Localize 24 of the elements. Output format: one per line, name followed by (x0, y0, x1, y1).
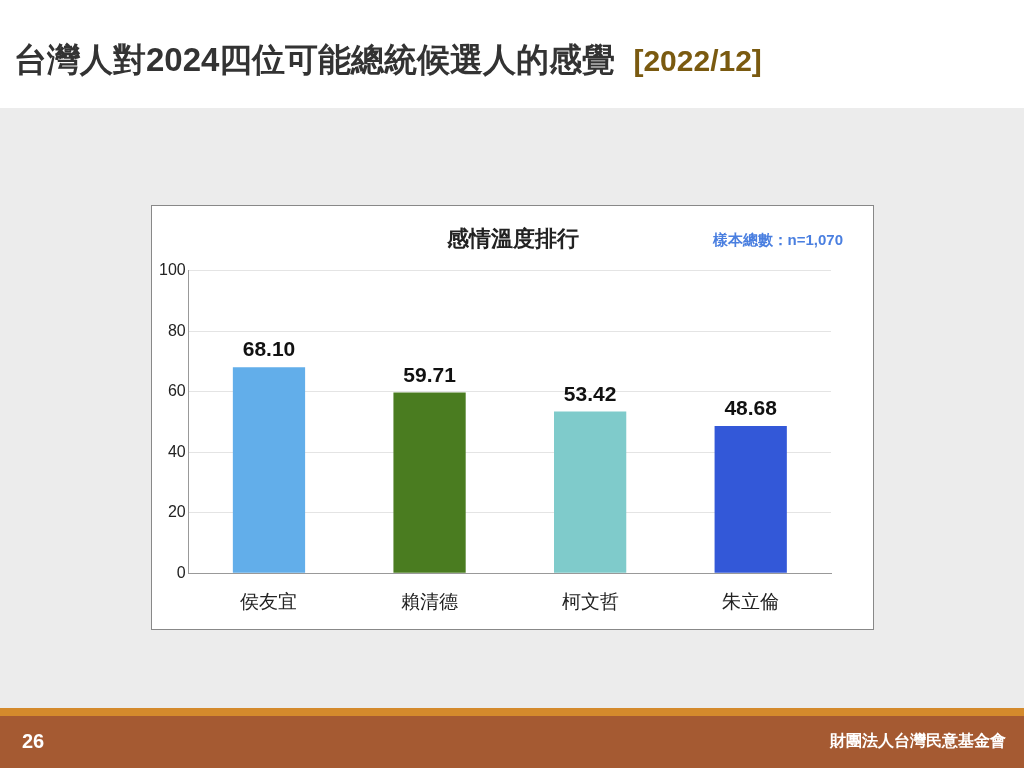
text: 樣本總數：n=1,070 (712, 231, 843, 250)
text: 26 (22, 730, 45, 753)
x-tick-label: 朱立倫 (722, 590, 780, 612)
y-tick-label: 60 (167, 382, 186, 400)
chart-title: 台灣人對2024四位可能總統候選人的感覺 (14, 41, 616, 78)
chart-subtitle: [2022/12] (633, 44, 762, 77)
data-label: 48.68 (724, 396, 778, 420)
y-tick-label: 0 (176, 563, 186, 581)
y-tick-label: 20 (167, 503, 186, 521)
y-tick-label: 100 (158, 261, 186, 279)
x-tick-label: 賴清德 (401, 590, 459, 612)
bar (393, 392, 466, 573)
bar (554, 411, 627, 573)
y-tick-label: 80 (167, 321, 186, 339)
text: 感情溫度排行 (446, 226, 579, 251)
y-tick-label: 40 (167, 442, 186, 460)
data-label: 59.71 (403, 362, 457, 386)
data-label: 68.10 (242, 337, 296, 361)
bar (714, 425, 787, 573)
x-tick-label: 柯文哲 (561, 590, 619, 612)
data-label: 53.42 (563, 381, 617, 405)
x-tick-label: 侯友宜 (240, 590, 298, 612)
text: 財團法人台灣民意基金會 (830, 731, 1006, 751)
bar (232, 367, 306, 573)
